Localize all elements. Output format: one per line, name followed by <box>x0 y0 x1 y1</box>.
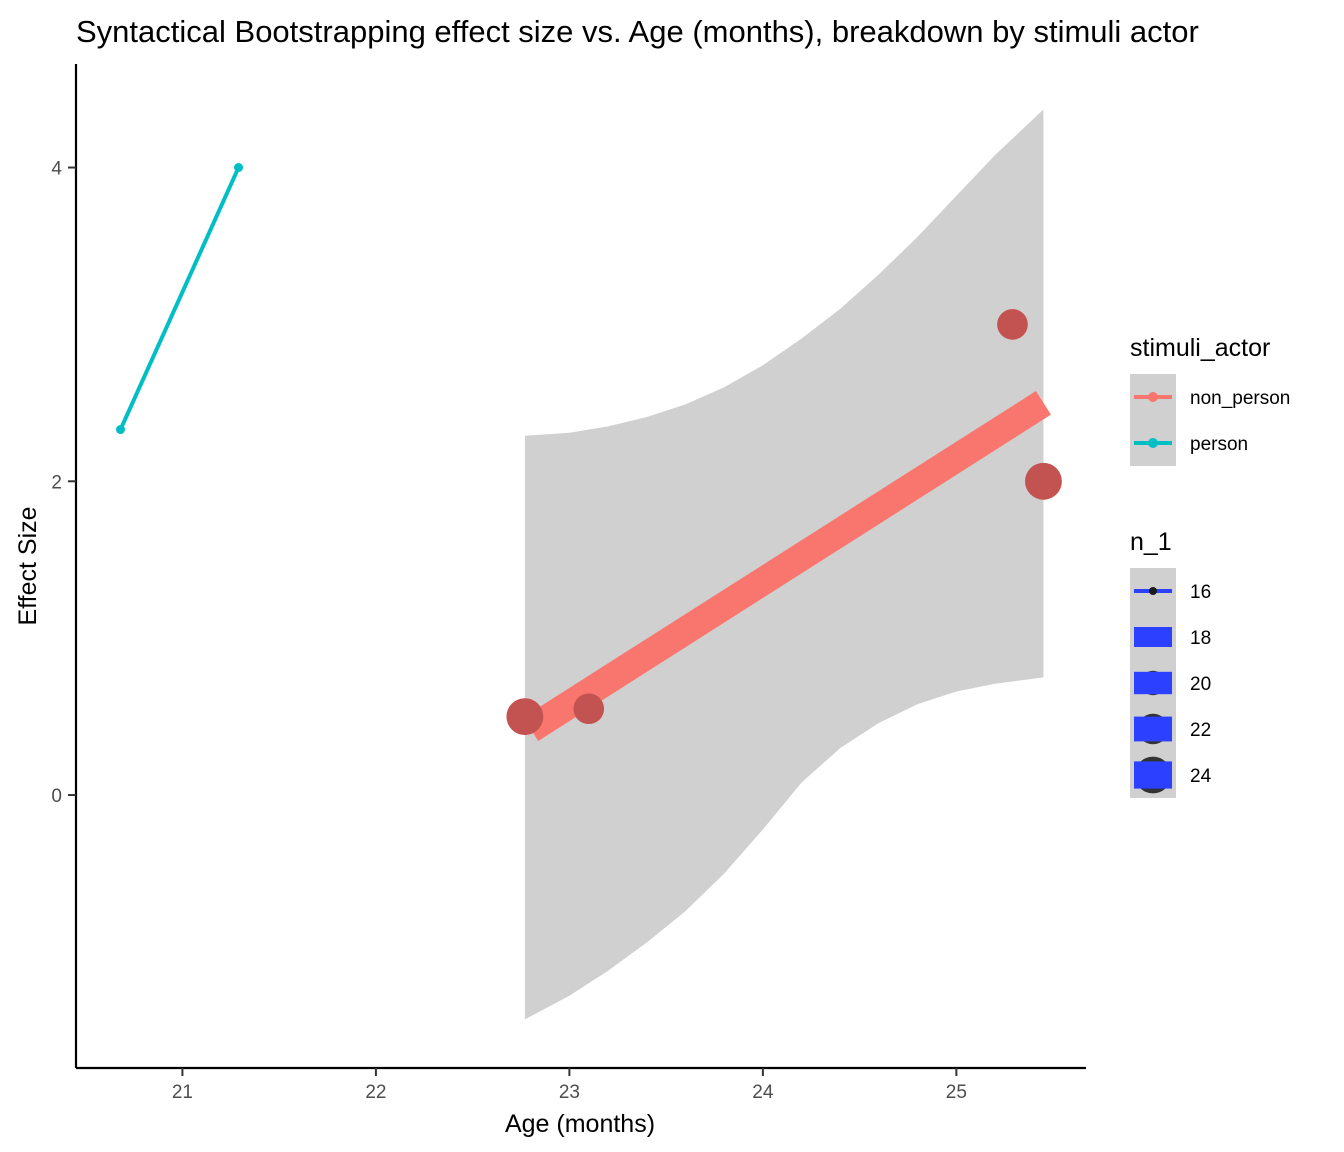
legend-key-point-person <box>1148 438 1158 448</box>
legend-key-fill-n-18 <box>1134 627 1172 647</box>
legend-label-person: person <box>1190 434 1248 455</box>
chart-title: Syntactical Bootstrapping effect size vs… <box>76 14 1199 49</box>
fit-line-non-person <box>523 391 1051 741</box>
legend-n1-title: n_1 <box>1130 528 1172 556</box>
x-axis-ticks: 21 22 23 24 25 <box>172 1068 967 1103</box>
axes: 21 22 23 24 25 024 <box>51 64 1086 1103</box>
y-tick-label: 4 <box>51 159 62 180</box>
legend-key-fill-n-24 <box>1134 761 1172 789</box>
fit-line-layer <box>116 163 1051 741</box>
legend-label-n-18: 18 <box>1190 628 1211 649</box>
legend-key-point-non-person <box>1148 392 1158 402</box>
y-axis-ticks: 0 2 4 <box>51 159 76 807</box>
legend-label-n-20: 20 <box>1190 674 1211 695</box>
data-point-person <box>234 163 244 173</box>
y-tick-label: 0 <box>51 786 62 807</box>
legend-label-non-person: non_person <box>1190 388 1290 409</box>
data-point-overlay-non-person <box>997 309 1028 340</box>
data-point-person <box>116 425 126 435</box>
x-tick-label: 25 <box>946 1082 967 1103</box>
data-point-layer <box>506 309 1062 735</box>
x-tick-label: 23 <box>559 1082 580 1103</box>
legend-n1: n_1 16 18 20 22 24 <box>1130 528 1212 798</box>
legend-label-n-22: 22 <box>1190 720 1211 741</box>
legend-stimuli-actor-title: stimuli_actor <box>1130 334 1270 362</box>
legend-key-fill-n-22 <box>1134 716 1172 742</box>
fit-line-person <box>118 166 241 431</box>
data-point-overlay-non-person <box>506 698 544 735</box>
y-axis-title: Effect Size <box>14 506 42 625</box>
data-point-overlay-non-person <box>1025 462 1062 500</box>
legend-key-fill-n-20 <box>1134 671 1172 695</box>
y-tick-label: 2 <box>51 472 62 493</box>
legend-label-n-16: 16 <box>1190 582 1211 603</box>
x-tick-label: 24 <box>752 1082 774 1103</box>
legend-key-point-n-16 <box>1149 587 1157 595</box>
x-tick-label: 21 <box>172 1082 193 1103</box>
x-tick-label: 22 <box>365 1082 386 1103</box>
x-axis-title: Age (months) <box>505 1110 655 1138</box>
plot-area <box>116 109 1062 1020</box>
data-point-overlay-non-person <box>573 693 605 725</box>
legend-label-n-24: 24 <box>1190 766 1212 787</box>
